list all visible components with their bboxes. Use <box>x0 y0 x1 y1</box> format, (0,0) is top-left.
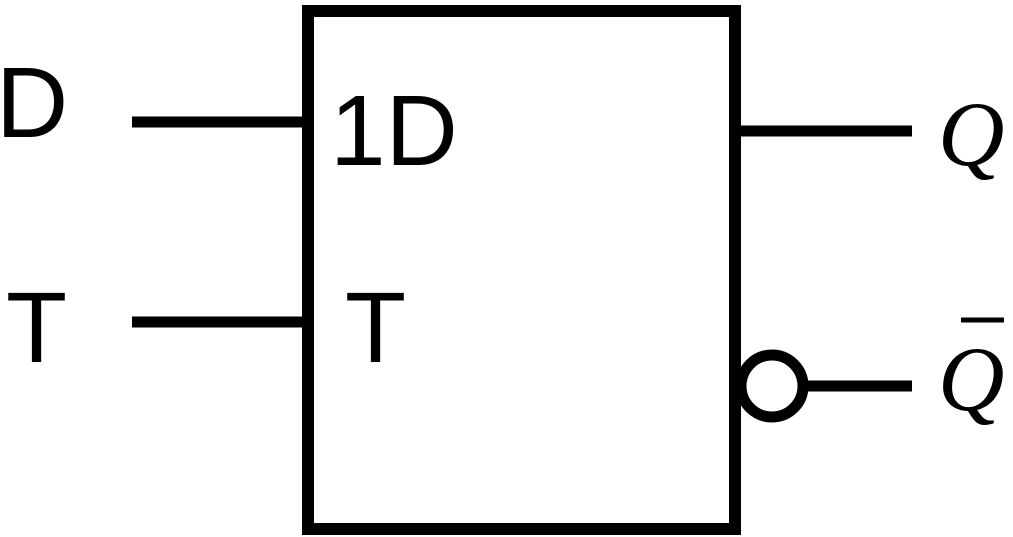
flip-flop-block <box>302 5 741 535</box>
q-output-label: Q <box>938 83 1004 185</box>
d-input-label: D <box>0 47 68 159</box>
q-bar-output-label: Q <box>938 328 1004 430</box>
inversion-bubble <box>735 349 809 423</box>
t-input-label: T <box>6 272 67 384</box>
t-pin-label: T <box>345 272 406 384</box>
d-pin-label: 1D <box>330 75 458 187</box>
